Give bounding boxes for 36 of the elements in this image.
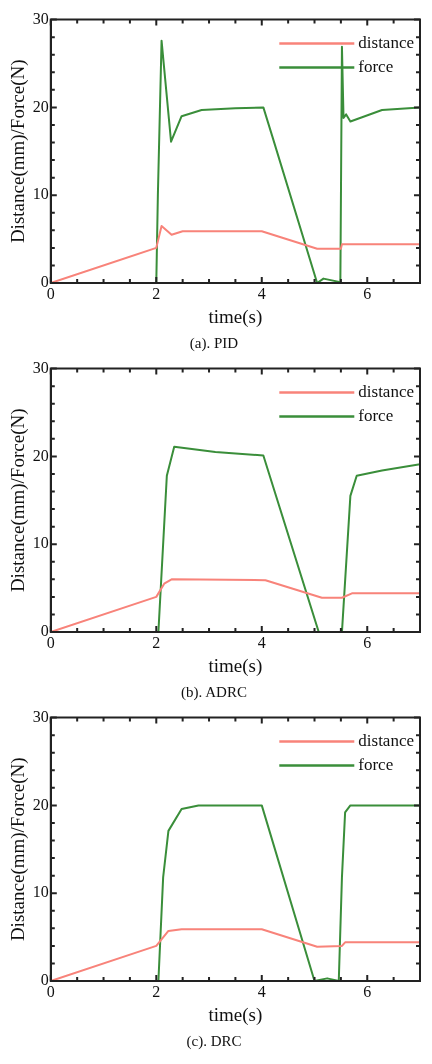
y-tick-label: 10 xyxy=(32,534,49,552)
x-tick-label: 4 xyxy=(257,633,266,651)
text: (a). PID xyxy=(189,334,239,352)
x-tick-label: 6 xyxy=(363,284,372,302)
legend-label: force xyxy=(358,406,394,426)
text: (c). DRC xyxy=(186,1032,242,1050)
x-tick-label: 6 xyxy=(363,633,372,651)
y-tick-label: 30 xyxy=(32,9,49,27)
y-tick-label: 10 xyxy=(32,185,49,203)
x-tick-label: 2 xyxy=(152,284,161,302)
y-tick-label: 10 xyxy=(32,883,49,901)
y-tick-label: 20 xyxy=(32,446,49,464)
legend-label: distance xyxy=(358,382,414,402)
legend-label: force xyxy=(358,57,394,77)
x-tick-label: 4 xyxy=(257,284,266,302)
x-tick-label: 2 xyxy=(152,982,161,1000)
y-axis-title: Distance(mm)/Force(N) xyxy=(7,408,30,593)
text: (b). ADRC xyxy=(181,683,247,701)
x-axis-title: time(s) xyxy=(208,654,263,677)
x-tick-label: 4 xyxy=(257,982,266,1000)
y-tick-label: 30 xyxy=(32,358,49,376)
x-axis-title: time(s) xyxy=(208,1003,263,1026)
y-tick-label: 20 xyxy=(32,795,49,813)
x-tick-label: 2 xyxy=(152,633,161,651)
legend-label: distance xyxy=(358,33,414,53)
x-tick-label: 6 xyxy=(363,982,372,1000)
y-tick-label: 0 xyxy=(40,971,49,989)
y-axis-title: Distance(mm)/Force(N) xyxy=(7,757,30,942)
legend-label: force xyxy=(358,755,394,775)
x-axis-title: time(s) xyxy=(208,305,263,328)
y-tick-label: 0 xyxy=(40,273,49,291)
y-axis-title: Distance(mm)/Force(N) xyxy=(7,59,30,244)
y-tick-label: 30 xyxy=(32,707,49,725)
y-tick-label: 20 xyxy=(32,97,49,115)
legend-label: distance xyxy=(358,731,414,751)
y-tick-label: 0 xyxy=(40,622,49,640)
